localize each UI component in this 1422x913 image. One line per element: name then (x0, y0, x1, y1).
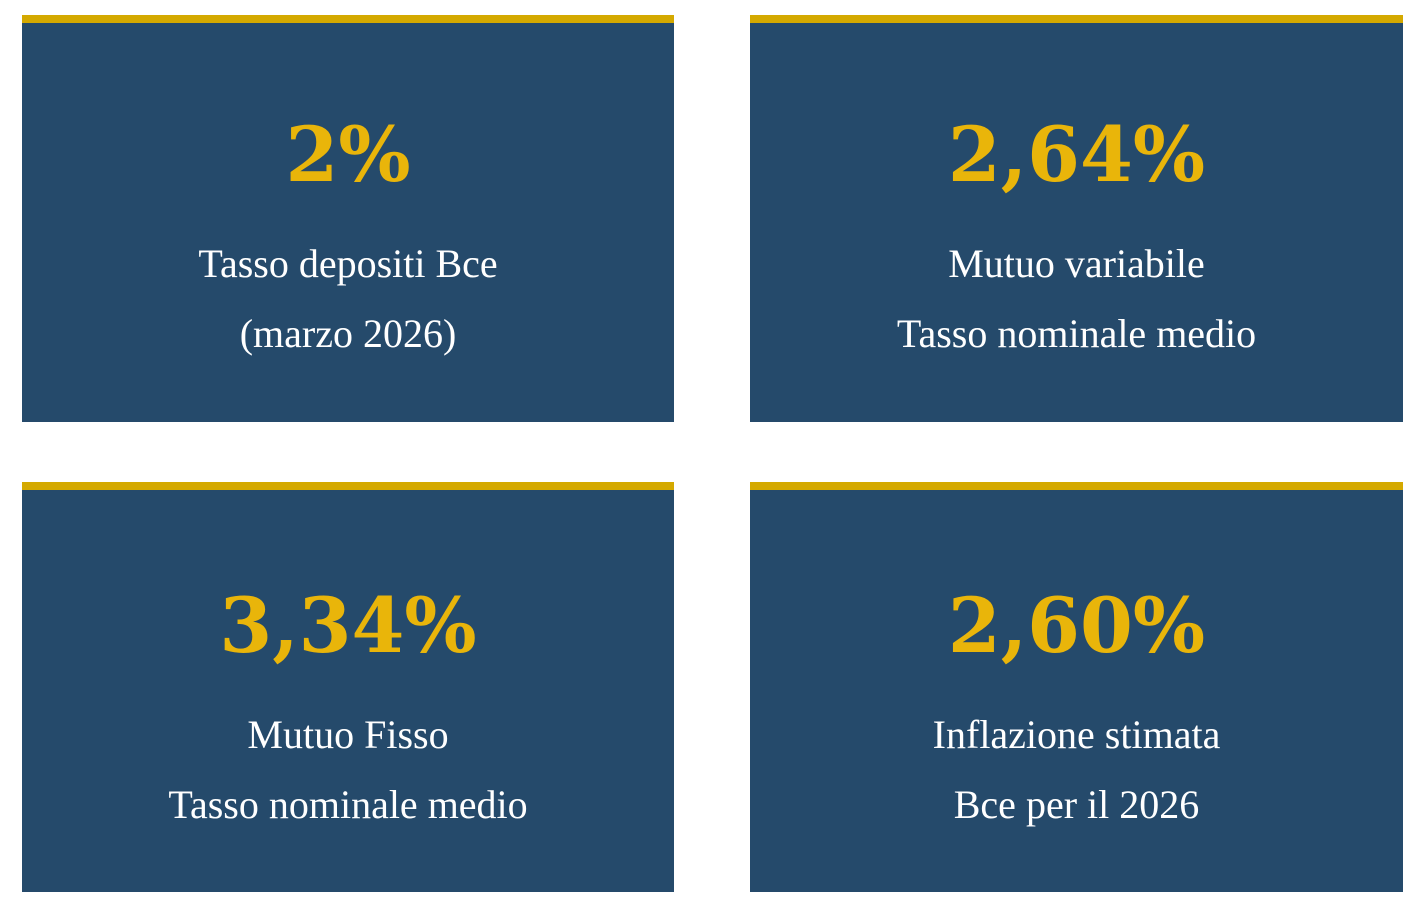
card-label: Tasso nominale medio (168, 782, 528, 827)
card-value: 2% (285, 110, 411, 199)
card-value: 2,60% (947, 581, 1206, 670)
card-label: Tasso depositi Bce (198, 241, 498, 286)
card-label: Mutuo variabile (948, 241, 1205, 286)
card-label: Inflazione stimata (932, 712, 1221, 757)
card: 2,60% Inflazione stimata Bce per il 2026 (750, 482, 1403, 892)
card-label: Tasso nominale medio (896, 311, 1257, 356)
card: 2,64% Mutuo variabile Tasso nominale med… (750, 15, 1403, 422)
card: 2% Tasso depositi Bce (marzo 2026) (22, 15, 674, 422)
card-value: 2,64% (947, 110, 1206, 199)
card-label: Bce per il 2026 (953, 782, 1200, 827)
card-label: (marzo 2026) (239, 311, 457, 356)
card: 3,34% Mutuo Fisso Tasso nominale medio (22, 482, 674, 892)
card-value: 3,34% (219, 581, 477, 670)
card-label: Mutuo Fisso (247, 712, 449, 757)
